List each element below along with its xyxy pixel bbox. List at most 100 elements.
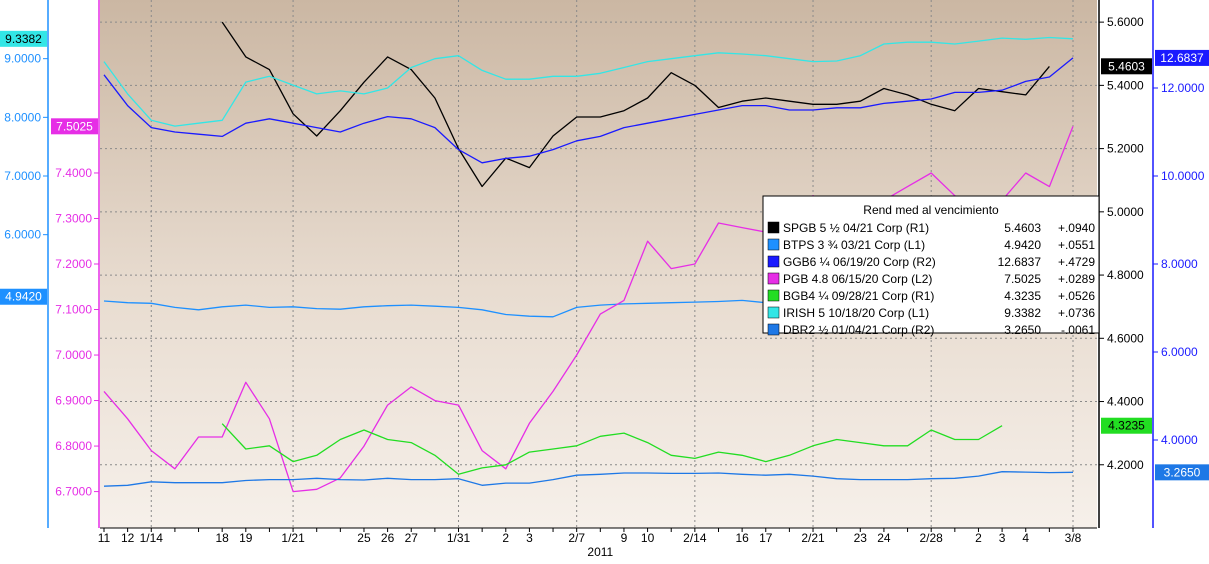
l2-tick-label-3: 7.0000 [55, 348, 92, 362]
legend-change-6: -.0061 [1061, 323, 1095, 337]
badge-label-4: 4.3235 [1108, 419, 1145, 433]
legend-swatch-3 [767, 272, 780, 285]
legend-swatch-5 [767, 306, 780, 319]
legend-change-3: +.0289 [1058, 272, 1095, 286]
x-tick-label-7: 26 [381, 531, 395, 545]
l1-tick-label-2: 8.0000 [4, 110, 41, 124]
legend-name-4: BGB4 ¼ 09/28/21 Corp (R1) [783, 289, 934, 303]
badge-bg-0 [0, 30, 47, 47]
legend-value-4: 4.3235 [1004, 289, 1041, 303]
r1-tick-label-5: 5.2000 [1107, 142, 1144, 156]
x-tick-label-25: 3/8 [1065, 531, 1082, 545]
x-tick-label-14: 10 [641, 531, 655, 545]
legend-swatch-1 [767, 238, 780, 251]
legend-change-5: +.0736 [1058, 306, 1095, 320]
legend-swatch-6 [767, 323, 780, 336]
x-tick-label-24: 4 [1022, 531, 1029, 545]
x-tick-label-11: 3 [526, 531, 533, 545]
badge-label-6: 3.2650 [1164, 465, 1201, 479]
x-tick-label-12: 2/7 [568, 531, 585, 545]
legend-name-0: SPGB 5 ½ 04/21 Corp (R1) [783, 221, 929, 235]
x-axis: 11 12 1/14 18 19 1/21 25 26 27 1/31 2 3 2/7 9 10 2/14 16… [98, 527, 1097, 559]
x-tick-label-16: 16 [735, 531, 749, 545]
legend-value-5: 9.3382 [1004, 306, 1041, 320]
legend-box [762, 195, 1100, 334]
legend: Rend med al vencimiento SPGB 5 ½ 04/21 Co… [762, 195, 1100, 337]
legend-value-6: 3.2650 [1004, 323, 1041, 337]
legend-value-0: 5.4603 [1004, 221, 1041, 235]
series-line-6 [103, 471, 1074, 487]
r2-tick-label-1: 6.0000 [1161, 345, 1198, 359]
x-tick-label-10: 2 [502, 531, 509, 545]
l2-tick-label-5: 7.2000 [55, 257, 92, 271]
r1-tick-label-3: 4.8000 [1107, 268, 1144, 282]
badge-bg-6 [1155, 464, 1209, 481]
x-tick-label-6: 25 [357, 531, 371, 545]
badge-label-3: 5.4603 [1108, 59, 1145, 73]
series-line-4 [221, 423, 1003, 475]
legend-swatch-2 [767, 255, 780, 268]
r1-tick-label-0: 4.2000 [1107, 458, 1144, 472]
x-tick-label-23: 3 [999, 531, 1006, 545]
r1-tick-label-2: 4.6000 [1107, 331, 1144, 345]
x-year-label: 2011 [587, 545, 613, 559]
legend-change-2: +.4729 [1058, 255, 1095, 269]
r2-tick-label-3: 10.0000 [1161, 169, 1205, 183]
badge-bg-5 [1155, 49, 1209, 66]
l1-tick-label-3: 9.0000 [4, 52, 41, 66]
legend-name-5: IRISH 5 10/18/20 Corp (L1) [783, 306, 929, 320]
badge-label-1: 7.5025 [56, 119, 93, 133]
legend-change-4: +.0526 [1058, 289, 1095, 303]
legend-value-1: 4.9420 [1004, 238, 1041, 252]
badge-label-0: 9.3382 [5, 32, 42, 46]
x-tick-label-0: 11 [98, 531, 111, 545]
badge-bg-2 [0, 288, 47, 305]
legend-swatch-4 [767, 289, 780, 302]
legend-title: Rend med al vencimiento [863, 203, 999, 217]
r1-tick-label-6: 5.4000 [1107, 78, 1144, 92]
r1-tick-label-1: 4.4000 [1107, 395, 1144, 409]
legend-change-1: +.0551 [1058, 238, 1095, 252]
x-tick-label-17: 17 [759, 531, 773, 545]
r1-tick-label-4: 5.0000 [1107, 205, 1144, 219]
series-line-3 [103, 126, 1074, 493]
badge-bg-3 [1101, 58, 1152, 75]
l2-tick-label-6: 7.3000 [55, 211, 92, 225]
l2-tick-label-4: 7.1000 [55, 303, 92, 317]
legend-value-3: 7.5025 [1004, 272, 1041, 286]
badge-bg-4 [1101, 417, 1152, 434]
legend-name-1: BTPS 3 ¾ 03/21 Corp (L1) [783, 238, 925, 252]
x-tick-label-20: 24 [877, 531, 891, 545]
r1-tick-label-7: 5.6000 [1107, 15, 1144, 29]
legend-value-2: 12.6837 [998, 255, 1042, 269]
series-line-2 [103, 57, 1074, 164]
l2-tick-label-1: 6.8000 [55, 439, 92, 453]
legend-name-2: GGB6 ¼ 06/19/20 Corp (R2) [783, 255, 936, 269]
x-tick-label-4: 19 [239, 531, 253, 545]
x-tick-label-15: 2/14 [683, 531, 707, 545]
x-tick-label-13: 9 [621, 531, 628, 545]
series-line-5 [103, 36, 1074, 127]
legend-change-0: +.0940 [1058, 221, 1095, 235]
series-line-0 [221, 21, 1050, 188]
x-tick-label-8: 27 [405, 531, 419, 545]
x-tick-label-2: 1/14 [140, 531, 164, 545]
legend-swatch-0 [767, 221, 780, 234]
r2-tick-label-2: 8.0000 [1161, 257, 1198, 271]
x-tick-label-18: 2/21 [801, 531, 825, 545]
l1-tick-label-1: 7.0000 [4, 169, 41, 183]
last-value-badges: 9.3382 7.5025 4.9420 5.4603 4.3235 12.6837 3.2… [0, 30, 1209, 481]
axes: 6.0000 7.0000 8.0000 9.0000 6.7000 6.8000 6.90… [4, 0, 1205, 528]
legend-name-3: PGB 4.8 06/15/20 Corp (L2) [783, 272, 932, 286]
x-tick-label-9: 1/31 [447, 531, 471, 545]
x-tick-label-1: 12 [121, 531, 135, 545]
badge-bg-1 [51, 118, 98, 135]
l2-tick-label-2: 6.9000 [55, 394, 92, 408]
r2-tick-label-4: 12.0000 [1161, 81, 1205, 95]
x-tick-label-19: 23 [854, 531, 868, 545]
x-tick-label-3: 18 [215, 531, 229, 545]
badge-label-2: 4.9420 [5, 290, 42, 304]
x-tick-label-22: 2 [975, 531, 982, 545]
l1-tick-label-0: 6.0000 [4, 228, 41, 242]
